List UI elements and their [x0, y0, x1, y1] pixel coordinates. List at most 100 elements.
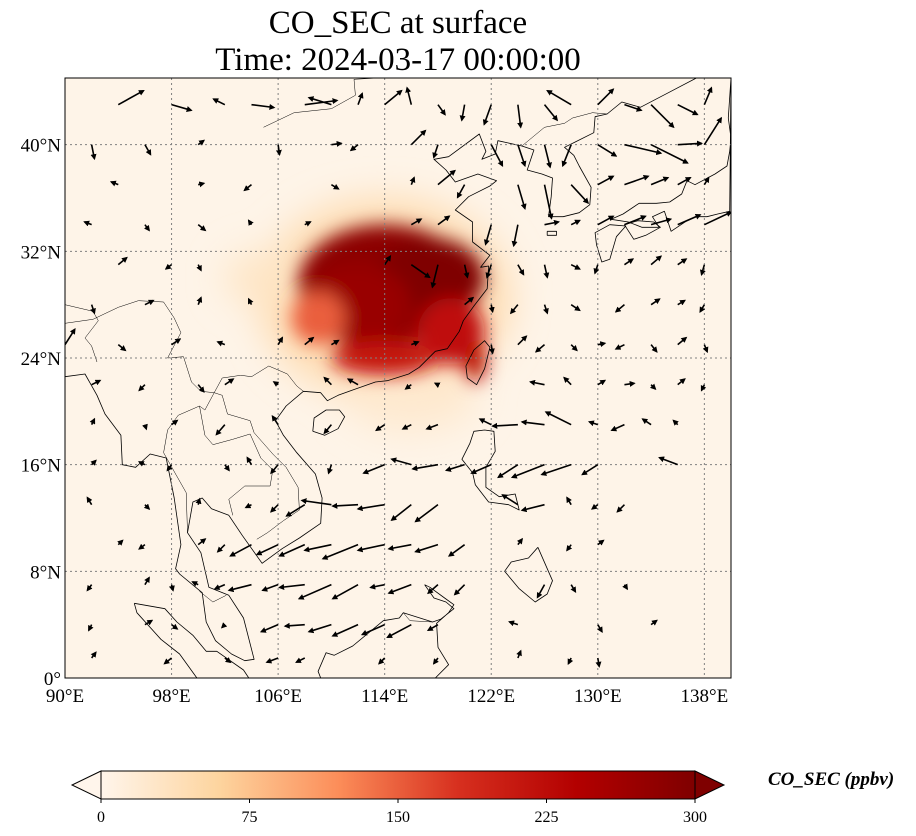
wind-arrow	[307, 623, 332, 634]
latitude-axis: 0° 8°N 16°N 24°N 32°N 40°N	[21, 136, 62, 690]
wind-arrow	[410, 218, 423, 226]
wind-arrow	[405, 86, 413, 105]
wind-arrow	[390, 457, 412, 466]
colorbar-extend-max	[694, 770, 726, 800]
wind-arrow	[307, 96, 332, 106]
wind-arrow	[641, 418, 652, 426]
wind-arrow	[546, 89, 572, 106]
wind-arrow	[411, 463, 439, 472]
plot-title: CO_SEC at surface	[268, 5, 528, 41]
wind-arrow	[563, 376, 572, 386]
wind-arrow	[346, 378, 359, 386]
wind-arrow	[566, 544, 573, 552]
wind-arrow	[650, 619, 658, 626]
wind-arrow	[375, 424, 386, 432]
wind-arrow	[323, 424, 333, 435]
gridlines	[65, 78, 731, 678]
wind-arrow	[89, 417, 96, 426]
wind-arrow	[164, 263, 173, 270]
wind-arrow	[561, 144, 572, 168]
wind-arrow	[251, 103, 276, 110]
wind-arrow	[275, 144, 282, 156]
wind-arrow	[384, 255, 392, 266]
colorbar-tick-label: 300	[683, 809, 707, 826]
wind-arrow	[360, 623, 386, 636]
wind-arrow	[597, 175, 615, 186]
wind-arrow	[650, 255, 663, 266]
colorbar-ticks: 0 75 150 225 300	[97, 799, 707, 826]
wind-arrow	[517, 104, 524, 129]
wind-arrow	[517, 184, 527, 210]
wind-arrow	[482, 104, 492, 126]
longitude-tick-label: 122°E	[467, 686, 515, 707]
wind-arrow	[543, 304, 549, 315]
wind-arrow	[198, 181, 206, 188]
wind-arrow	[171, 338, 182, 346]
wind-arrow	[387, 543, 412, 552]
wind-arrow	[650, 104, 675, 129]
wind-arrow	[171, 103, 193, 112]
wind-arrow	[511, 224, 519, 248]
wind-arrow	[331, 583, 359, 600]
wind-arrow	[197, 384, 205, 393]
wind-arrow	[444, 463, 465, 472]
wind-arrow	[409, 176, 416, 185]
wind-arrow	[597, 88, 615, 106]
wind-arrow	[117, 539, 124, 546]
wind-arrow	[470, 463, 492, 475]
wind-arrow	[270, 464, 279, 475]
coastline	[461, 429, 520, 511]
wind-arrow	[426, 623, 439, 632]
wind-arrow	[650, 176, 670, 186]
wind-arrow	[430, 264, 439, 289]
wind-arrow	[247, 297, 254, 306]
wind-arrow	[610, 423, 625, 432]
country-border	[199, 591, 227, 603]
wind-arrow	[91, 379, 102, 386]
coastline	[546, 230, 557, 236]
wind-arrow	[65, 328, 76, 346]
wind-arrow	[703, 176, 710, 186]
wind-arrow	[414, 543, 439, 554]
wind-arrow	[624, 215, 647, 226]
wind-arrow	[517, 335, 528, 346]
wind-arrow	[677, 213, 702, 226]
colorbar-ramp	[101, 771, 695, 799]
wind-arrow	[83, 220, 92, 227]
country-border	[214, 392, 300, 540]
wind-arrow	[90, 459, 97, 466]
co-plume-blob	[464, 339, 486, 382]
country-border	[65, 304, 99, 363]
wind-arrow	[144, 144, 152, 156]
wind-arrow	[271, 415, 279, 426]
coastline	[594, 224, 627, 263]
wind-arrow	[414, 504, 439, 523]
wind-arrow	[544, 219, 560, 226]
wind-arrow	[117, 89, 145, 106]
wind-arrow	[650, 217, 673, 226]
wind-arrow	[90, 651, 97, 659]
latitude-tick-label: 0°	[44, 669, 61, 690]
wind-arrow	[650, 143, 689, 164]
wind-arrow	[570, 263, 581, 270]
wind-arrow	[597, 379, 607, 386]
wind-arrow	[387, 583, 412, 595]
wind-arrow	[624, 174, 650, 186]
longitude-tick-label: 90°E	[46, 686, 84, 707]
wind-arrow	[330, 183, 340, 190]
wind-arrow	[321, 543, 359, 560]
wind-arrow	[658, 456, 679, 466]
wind-arrow	[349, 144, 359, 152]
wind-arrow	[404, 383, 412, 390]
coastline	[133, 602, 250, 678]
co-halo-blob	[224, 251, 305, 305]
colorbar-extend-min	[70, 770, 102, 800]
wind-vectors	[65, 86, 731, 668]
wind-arrow	[463, 264, 470, 279]
wind-arrow	[411, 340, 420, 347]
wind-arrow	[677, 299, 686, 306]
wind-arrow	[614, 343, 625, 350]
wind-arrow	[384, 89, 403, 106]
wind-arrow	[327, 464, 333, 475]
wind-arrow	[570, 219, 581, 226]
